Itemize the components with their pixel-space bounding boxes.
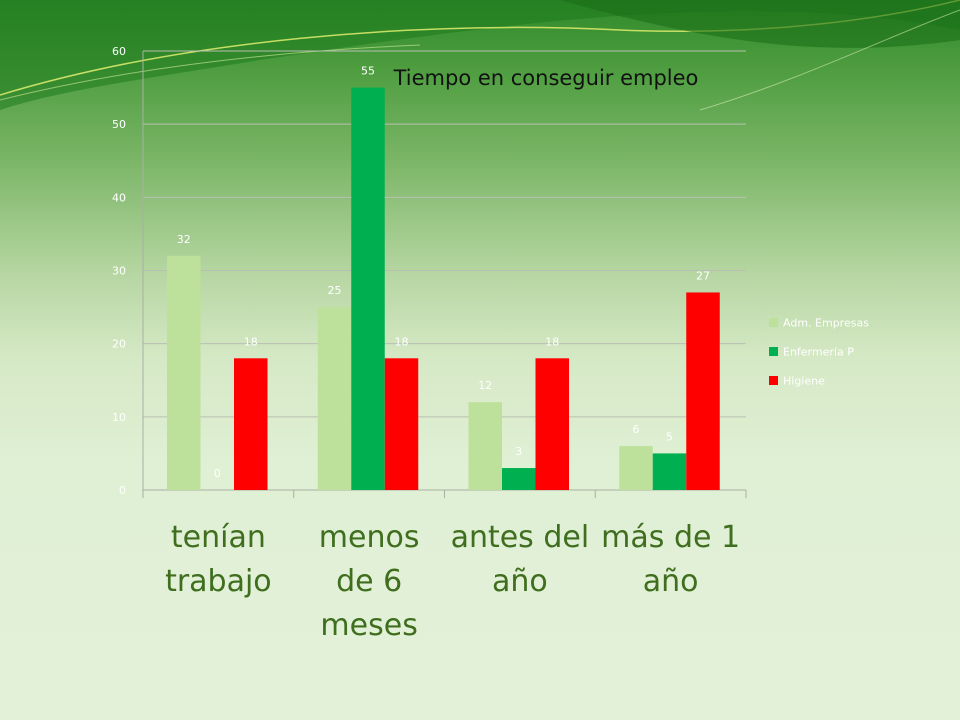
x-category-label: más de 1 año <box>601 520 741 599</box>
y-tick-label: 20 <box>112 338 126 351</box>
y-tick-label: 50 <box>112 118 126 131</box>
bar-adm-empresas <box>167 255 201 490</box>
legend-label: Higiene <box>783 375 825 388</box>
y-tick-label: 60 <box>112 45 126 58</box>
x-category-label: tenían trabajo <box>165 520 272 599</box>
chart-title: Tiempo en conseguir empleo <box>393 66 699 90</box>
legend-label: Adm. Empresas <box>783 317 869 330</box>
bar-higiene <box>535 358 569 490</box>
data-label: 12 <box>478 379 492 392</box>
data-label: 18 <box>395 335 409 348</box>
legend-swatch <box>769 318 778 327</box>
y-axis-ticks: 0 10 20 30 40 50 60 <box>112 45 126 497</box>
data-label: 0 <box>214 467 221 480</box>
x-category-label: menos de 6 meses <box>318 520 420 643</box>
bar-higiene <box>686 292 720 490</box>
bar-enfermer-a-p <box>652 453 687 490</box>
y-tick-label: 0 <box>119 484 126 497</box>
gridlines <box>143 50 746 418</box>
data-label: 3 <box>515 445 522 458</box>
bar-higiene <box>384 358 419 490</box>
data-labels: 32 25 12 6 0 55 3 5 18 18 18 27 <box>177 65 710 480</box>
legend: Adm. Empresas Enfermería P Higiene <box>769 317 869 388</box>
y-tick-label: 10 <box>112 411 126 424</box>
bar-enfermer-a-p <box>502 468 536 490</box>
x-category-label: antes del año <box>450 520 590 599</box>
bar-higiene <box>234 358 268 490</box>
legend-label: Enfermería P <box>783 346 854 359</box>
data-label: 25 <box>328 284 342 297</box>
axes <box>142 51 747 498</box>
data-label: 6 <box>633 423 640 436</box>
bar-adm-empresas <box>468 402 502 490</box>
bar-enfermer-a-p <box>351 87 385 490</box>
data-label: 18 <box>244 335 258 348</box>
bar-adm-empresas <box>317 307 352 490</box>
bars <box>167 87 720 490</box>
data-label: 55 <box>361 65 375 78</box>
y-tick-label: 40 <box>112 191 126 204</box>
bar-adm-empresas <box>619 446 653 490</box>
data-label: 18 <box>545 335 559 348</box>
legend-swatch <box>769 347 778 356</box>
data-label: 27 <box>696 269 710 282</box>
data-label: 32 <box>177 233 191 246</box>
legend-swatch <box>769 376 778 385</box>
data-label: 5 <box>666 430 673 443</box>
y-tick-label: 30 <box>112 265 126 278</box>
